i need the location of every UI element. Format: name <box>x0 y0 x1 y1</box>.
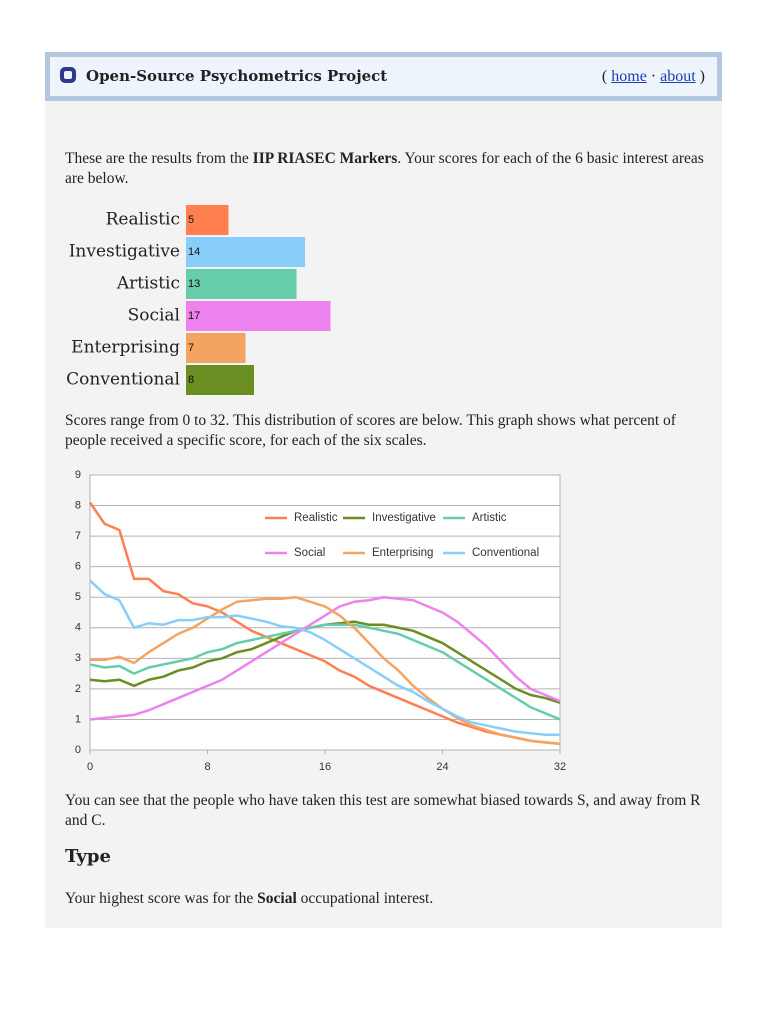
legend-label: Conventional <box>472 547 539 559</box>
paren: ( <box>601 68 608 85</box>
separator: · <box>650 68 657 85</box>
text: occupational interest. <box>296 890 434 907</box>
value-label: 5 <box>188 214 194 226</box>
legend-label: Investigative <box>372 512 436 524</box>
result: Your highest score was for the Social oc… <box>65 889 705 909</box>
text: Your highest score was for the <box>65 890 258 907</box>
bold-text: IIP RIASEC Markers <box>252 150 398 167</box>
intro: These are the results from the IIP RIASE… <box>65 149 705 189</box>
series-line <box>88 501 561 746</box>
x-tick-label: 8 <box>204 761 210 773</box>
series-line <box>89 595 561 721</box>
category-label: Artistic <box>116 274 180 294</box>
plot-area <box>89 474 561 751</box>
series-line <box>89 579 560 736</box>
y-tick-label: 6 <box>75 561 81 573</box>
y-tick-label: 7 <box>75 530 81 542</box>
paren: ) <box>699 68 705 85</box>
y-tick-label: 3 <box>75 652 81 664</box>
value-label: 7 <box>188 342 194 354</box>
bar <box>186 301 331 331</box>
bar-chart: Realistic 5 Investigative 14 Artistic 13 Socia… <box>66 205 331 395</box>
value-label: 8 <box>188 374 194 386</box>
value-label: 13 <box>188 278 200 290</box>
category-label: Realistic <box>106 210 180 230</box>
bar <box>186 365 254 395</box>
header: Open-Source Psychometrics Project ( home… <box>45 52 722 101</box>
x-tick-label: 16 <box>319 761 331 773</box>
bar <box>186 205 229 235</box>
bold-text: Social <box>257 890 297 907</box>
text: . Your scores for each of the 6 basic in… <box>65 150 704 187</box>
range-text: Scores range from 0 to 32. This distribu… <box>65 412 676 449</box>
x-tick-label: 24 <box>436 761 448 773</box>
legend-label: Enterprising <box>372 547 433 559</box>
y-tick-label: 2 <box>75 683 81 695</box>
bar <box>186 237 305 267</box>
category-label: Social <box>128 306 180 326</box>
y-tick-label: 1 <box>75 713 81 725</box>
category-label: Investigative <box>69 242 180 262</box>
nav: ( home · about ) <box>602 68 705 86</box>
legend-label: Social <box>294 547 325 559</box>
value-label: 14 <box>188 246 200 258</box>
legend-label: Realistic <box>294 512 338 524</box>
about-link[interactable]: about <box>660 68 696 85</box>
logo <box>60 67 76 83</box>
site-title: Open-Source Psychometrics Project <box>86 67 388 85</box>
text: These are the results from the <box>65 150 253 167</box>
type-heading: Type <box>65 846 111 867</box>
category-label: Conventional <box>66 370 180 390</box>
y-tick-label: 9 <box>75 469 81 481</box>
bar <box>186 269 297 299</box>
bias-text: You can see that the people who have tak… <box>65 792 701 829</box>
category-label: Enterprising <box>71 338 180 358</box>
bar <box>186 333 246 363</box>
x-tick-label: 32 <box>554 761 566 773</box>
series-line <box>90 595 561 746</box>
y-tick-label: 4 <box>75 622 81 634</box>
value-label: 17 <box>188 310 200 322</box>
home-link[interactable]: home <box>611 68 647 85</box>
line-chart: 0 1 2 3 4 5 6 7 8 9 0 8 16 24 32 Realistic Investigative… <box>75 469 566 773</box>
y-tick-label: 8 <box>75 499 81 511</box>
series-line <box>89 623 561 721</box>
legend-label: Artistic <box>472 512 507 524</box>
x-tick-label: 0 <box>87 761 93 773</box>
y-tick-label: 5 <box>75 591 81 603</box>
y-tick-label: 0 <box>75 744 81 756</box>
